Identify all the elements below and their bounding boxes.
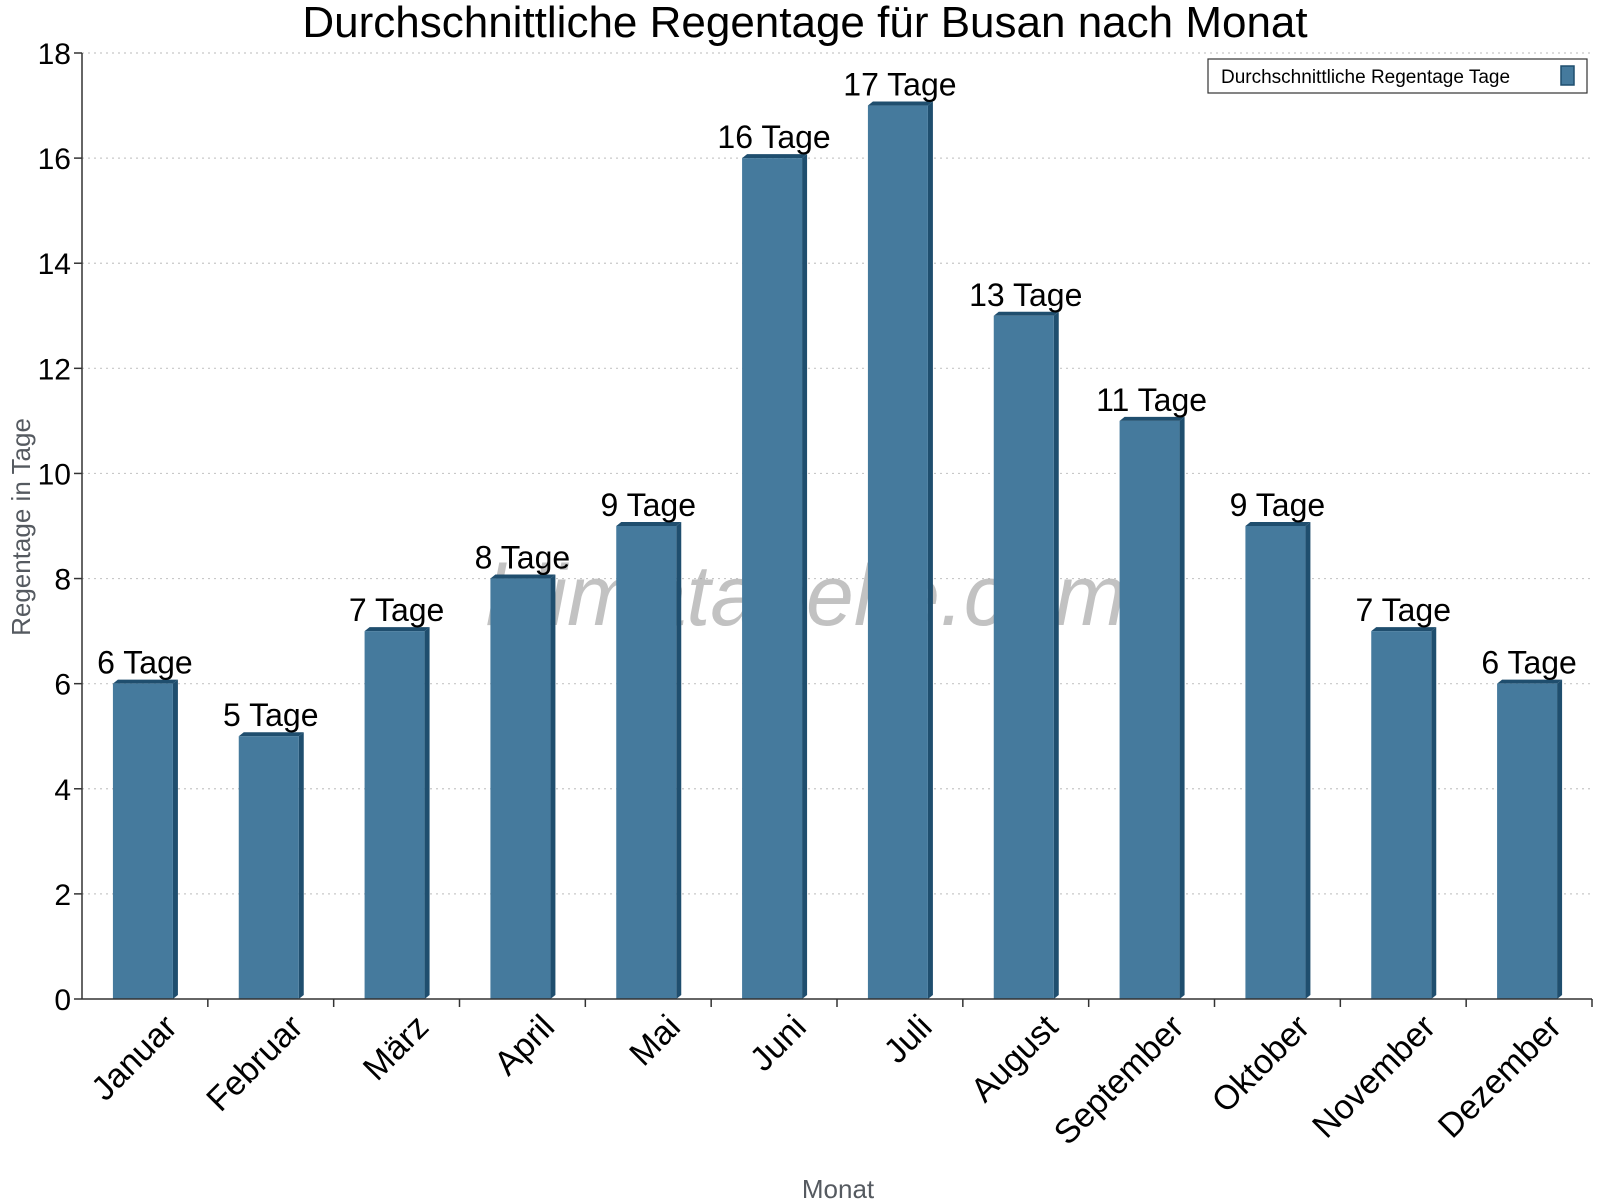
y-tick-label: 10 (38, 458, 71, 491)
y-tick-label: 16 (38, 143, 71, 176)
data-label: 5 Tage (223, 697, 319, 733)
x-tick-label: Dezember (1431, 1008, 1569, 1146)
bar (742, 154, 808, 1000)
bar-side (1305, 522, 1311, 999)
data-label: 7 Tage (1356, 592, 1452, 628)
gridlines (82, 52, 1592, 895)
bar (1119, 416, 1185, 999)
bar-top (1371, 627, 1437, 632)
bar-front (1119, 420, 1180, 999)
bar-top (616, 522, 682, 526)
x-tick-label: September (1047, 1008, 1191, 1152)
y-tick-label: 8 (54, 564, 71, 597)
bar (1497, 679, 1563, 999)
bar-top (364, 627, 430, 632)
bar-side (1053, 311, 1059, 999)
data-label: 9 Tage (1230, 487, 1326, 523)
data-labels: 6 Tage 5 Tage 7 Tage 8 Tage 9 Tage 16 Tage 17 … (97, 67, 1577, 734)
data-label: 17 Tage (843, 67, 956, 103)
x-tick-label: August (964, 1007, 1066, 1109)
y-axis-label: Regentage in Tage (6, 418, 36, 636)
bar-side (927, 101, 933, 1000)
x-tick-label: Mai (622, 1008, 688, 1074)
bar-side (424, 627, 430, 999)
legend-box (1207, 58, 1588, 94)
bar (867, 101, 933, 1000)
bar-top (490, 574, 556, 579)
bar-top (1119, 416, 1185, 421)
bar-front (616, 526, 677, 999)
x-tick-label: April (487, 1008, 562, 1083)
bar-top (1497, 679, 1563, 684)
bar-top (112, 679, 178, 684)
bar-front (1371, 631, 1432, 999)
x-axis-ticks: Januar Februar März April Mai Juni Juli AugustS… (84, 999, 1593, 1152)
bar-side (802, 154, 808, 1000)
bars (112, 101, 1563, 1000)
bar (490, 574, 556, 999)
x-tick-label: Juni (743, 1008, 814, 1079)
y-axis-ticks: 0 2 4 6 8 10 12 14 16 18 (38, 38, 82, 1017)
bar (364, 627, 430, 999)
x-axis-label: Monat (802, 1174, 875, 1200)
bar-top (1245, 522, 1311, 526)
bar (616, 522, 682, 999)
bar-side (298, 732, 304, 999)
bar-top (742, 154, 808, 159)
x-tick-label: November (1305, 1008, 1443, 1146)
bar-front (364, 631, 425, 999)
bar-front (112, 683, 173, 999)
bar-top (867, 101, 933, 106)
data-label: 11 Tage (1096, 382, 1207, 418)
bar-front (490, 578, 551, 999)
bar-side (172, 679, 178, 999)
bar-front (238, 736, 299, 999)
data-label: 8 Tage (475, 540, 571, 576)
bar (238, 732, 304, 999)
bar-top (993, 311, 1059, 316)
y-tick-label: 4 (54, 774, 71, 807)
data-label: 13 Tage (969, 277, 1082, 313)
y-tick-label: 12 (38, 353, 71, 386)
legend-label: Durchschnittliche Regentage Tage (1221, 67, 1510, 88)
bar-side (550, 574, 556, 999)
bar-front (1497, 683, 1558, 999)
bar-front (867, 105, 928, 1000)
bar-side (1557, 679, 1563, 999)
data-label: 6 Tage (97, 645, 193, 681)
data-label: 6 Tage (1481, 645, 1577, 681)
legend-swatch (1560, 65, 1575, 86)
x-tick-label: Oktober (1205, 1008, 1317, 1120)
bar (993, 311, 1059, 999)
x-tick-label: Juli (877, 1008, 940, 1071)
chart-title: Durchschnittliche Regentage für Busan na… (302, 0, 1307, 47)
bar-side (676, 522, 682, 999)
data-label: 9 Tage (601, 487, 697, 523)
bar-top (238, 732, 304, 737)
bar (112, 679, 178, 999)
x-tick-label: März (356, 1008, 436, 1088)
legend: Durchschnittliche Regentage Tage (1207, 58, 1588, 94)
bar-front (1245, 526, 1306, 999)
x-tick-label: Februar (199, 1008, 310, 1119)
y-tick-label: 14 (38, 248, 71, 281)
y-tick-label: 18 (38, 38, 71, 71)
bar (1371, 627, 1437, 999)
y-tick-label: 2 (54, 879, 71, 912)
x-tick-label: Januar (84, 1008, 184, 1108)
bar-front (993, 315, 1054, 999)
bar-front (742, 158, 803, 1000)
y-tick-label: 6 (54, 669, 71, 702)
bar-side (1431, 627, 1437, 999)
bar (1245, 522, 1311, 999)
data-label: 7 Tage (349, 592, 445, 628)
y-tick-label: 0 (54, 984, 71, 1017)
bar-side (1179, 416, 1185, 999)
data-label: 16 Tage (717, 119, 830, 155)
